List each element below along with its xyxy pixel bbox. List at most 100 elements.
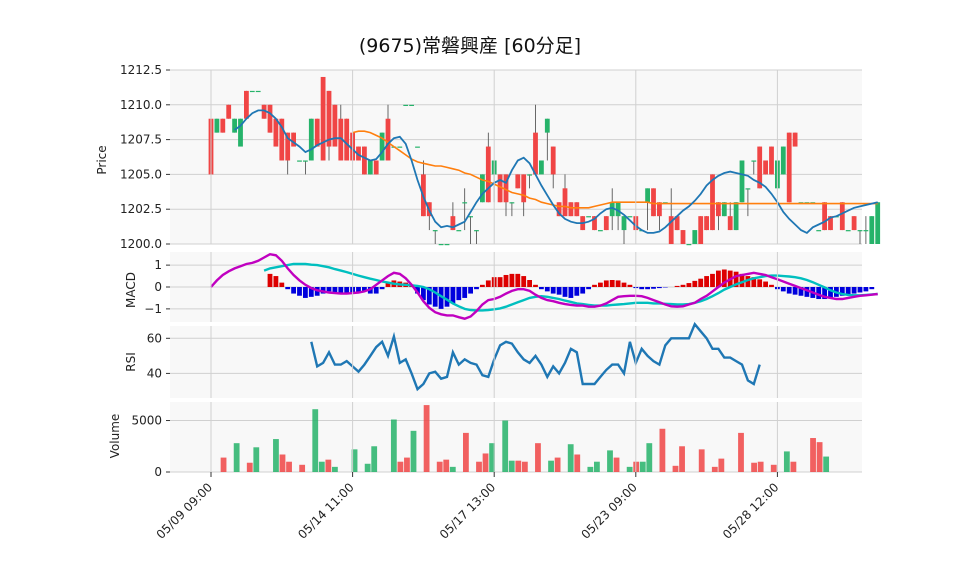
volume-bar <box>476 461 482 472</box>
macd-hist-bar <box>273 276 279 287</box>
price-y-tick-label: 1207.5 <box>120 133 162 147</box>
x-tick-label: 05/14 11:00 <box>295 480 357 542</box>
candle-body <box>214 118 220 133</box>
volume-bar <box>299 464 306 472</box>
x-tick-label: 05/17 13:00 <box>437 480 499 542</box>
rsi-y-ticks: 60 40 <box>147 331 170 380</box>
candle-body <box>739 160 745 203</box>
volume-bar <box>626 466 633 472</box>
candle-body <box>503 174 509 203</box>
volume-bar <box>489 443 495 472</box>
macd-hist-bar <box>267 273 273 287</box>
candle-body <box>303 160 308 162</box>
candle-body <box>603 216 609 231</box>
macd-panel: 1 0 −1 MACD <box>124 252 878 322</box>
candle-body <box>291 132 296 147</box>
macd-hist-bar <box>279 282 285 287</box>
volume-bar <box>410 430 417 472</box>
candle-body <box>438 244 444 246</box>
macd-hist-bar <box>556 287 562 295</box>
macd-hist-bar <box>503 274 509 287</box>
macd-hist-bar <box>444 287 450 307</box>
price-y-tick-label: 1210.0 <box>120 98 162 112</box>
macd-hist-bar <box>621 282 627 287</box>
candle-body <box>839 202 845 231</box>
volume-bar <box>332 466 338 472</box>
candle-body <box>297 160 302 162</box>
volume-bar <box>698 449 705 472</box>
candle-body <box>615 202 621 217</box>
volume-bar <box>548 460 554 472</box>
candle-body <box>344 118 350 161</box>
volume-y-tick-label: 5000 <box>131 414 162 428</box>
candle-body <box>220 118 226 133</box>
volume-bar <box>364 463 371 472</box>
macd-hist-bar <box>645 287 650 290</box>
macd-hist-bar <box>804 287 810 297</box>
candle-body <box>409 104 414 106</box>
candle-body <box>544 118 550 133</box>
macd-hist-bar <box>680 284 686 287</box>
candle-body <box>828 216 833 231</box>
volume-bar <box>751 462 757 472</box>
price-y-ticks: 1200.0 1202.5 1205.0 1207.5 1210.0 1212.5 <box>120 63 170 251</box>
macd-hist-bar <box>828 287 833 298</box>
volume-bar <box>397 461 404 472</box>
candle-body <box>651 188 656 217</box>
candle-body <box>704 216 709 231</box>
macd-hist-bar <box>792 287 798 295</box>
volume-bar <box>679 446 685 472</box>
volume-axis-label: Volume <box>108 414 122 459</box>
macd-hist-bar <box>603 280 609 287</box>
macd-hist-bar <box>485 280 491 287</box>
candle-body <box>692 230 698 244</box>
volume-bar <box>436 461 443 472</box>
x-axis-ticks: 05/09 09:00 05/14 11:00 05/17 13:00 05/23 0… <box>154 472 782 542</box>
macd-hist-bar <box>692 280 698 287</box>
rsi-line <box>310 321 761 392</box>
macd-hist-bar <box>562 287 568 297</box>
macd-hist-bar <box>544 287 550 292</box>
volume-bar <box>554 457 561 472</box>
candle-body <box>568 202 574 217</box>
macd-hist-bar <box>609 280 615 287</box>
macd-hist-bar <box>474 287 479 290</box>
candle-body <box>657 202 662 217</box>
macd-hist-bar <box>291 287 296 294</box>
volume-bar <box>220 457 227 472</box>
volume-bar <box>246 462 253 472</box>
volume-bar <box>404 457 410 472</box>
volume-bar <box>810 438 816 472</box>
candle-body <box>320 76 326 161</box>
candle-body <box>592 216 597 231</box>
macd-hist-bar <box>857 287 863 293</box>
candle-body <box>521 174 527 203</box>
macd-hist-bar <box>379 287 385 290</box>
macd-line <box>210 252 878 320</box>
candle-body <box>485 146 491 203</box>
candle-body <box>556 202 562 217</box>
macd-hist-bar <box>574 287 580 296</box>
macd-hist-bar <box>745 276 751 287</box>
macd-hist-bar <box>303 287 308 298</box>
macd-hist-bar <box>798 287 804 296</box>
volume-bar <box>463 432 469 472</box>
volume-bar <box>482 453 489 472</box>
candle-body <box>379 132 385 161</box>
volume-bar <box>325 459 332 472</box>
candle-body <box>474 230 479 232</box>
volume-bar <box>816 442 823 472</box>
macd-hist-bar <box>598 282 603 287</box>
x-tick-label: 05/09 09:00 <box>154 480 216 542</box>
chart-title: (9675)常磐興産 [60分足] <box>359 35 581 57</box>
macd-histogram <box>267 269 875 309</box>
volume-bar <box>535 443 541 472</box>
candle-body <box>869 216 875 244</box>
volume-bar <box>574 454 581 472</box>
volume-bar <box>508 460 515 472</box>
macd-hist-bar <box>385 282 391 287</box>
candle-body <box>480 174 485 203</box>
macd-hist-bar <box>568 287 574 298</box>
volume-bar <box>613 457 620 472</box>
